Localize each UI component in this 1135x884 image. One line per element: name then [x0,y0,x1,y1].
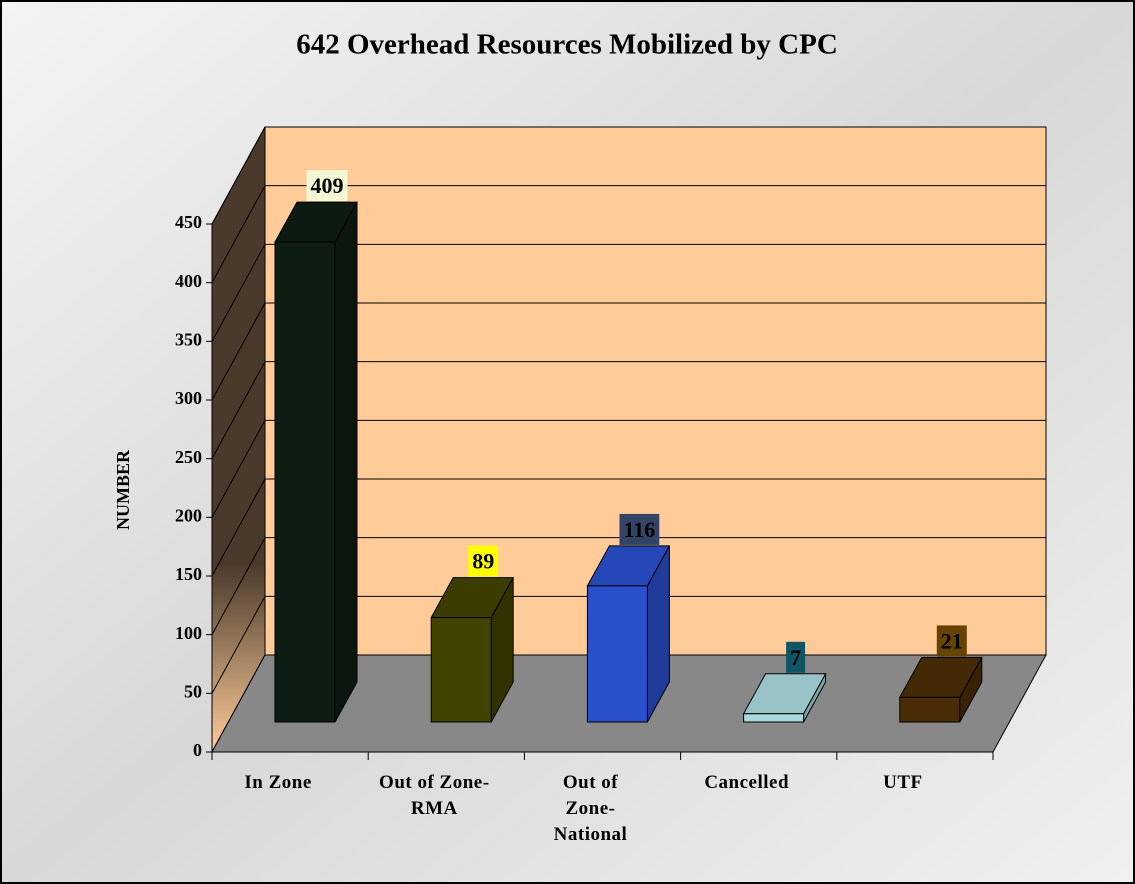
y-tick-label: 250 [175,447,202,467]
y-tick-label: 450 [175,212,202,232]
x-tick-label: Cancelled [704,772,790,793]
value-label-box [619,513,660,545]
bar [743,713,805,723]
grid-line [211,361,1046,459]
value-label: 21 [941,628,963,653]
y-tick-label: 400 [175,271,202,291]
value-label-box [786,641,806,673]
y-tick-label: 300 [175,388,202,408]
value-label: 116 [624,517,656,542]
value-label-box [306,170,348,202]
grid-line [211,537,1046,635]
grid-line [211,302,1046,401]
y-axis-label: NUMBER [113,449,133,530]
side-wall [211,126,266,753]
value-label: 89 [472,549,494,574]
y-tick-label: 0 [193,740,202,760]
y-tick-label: 150 [175,564,202,584]
grid-line [211,185,1046,283]
chart-title: 642 Overhead Resources Mobilized by CPC [296,29,838,61]
x-tick-label: In Zone [244,772,312,793]
y-tick-label: 100 [175,623,202,643]
x-tick-label: Out of Zone-National [553,772,628,845]
value-label: 7 [790,645,801,670]
grid-line [211,595,1046,694]
x-tick-label: Out of Zone-RMA [379,772,490,819]
y-tick-label: 350 [175,329,202,349]
grid-line [211,478,1046,577]
bar [899,696,961,723]
grid-line [211,243,1046,342]
value-label-box [936,625,967,657]
bar [430,617,492,723]
y-tick-label: 50 [184,681,202,701]
x-tick-label: UTF [883,772,923,793]
bar [586,585,648,723]
bar [274,241,336,723]
grid-line [211,419,1046,518]
grid-line [211,126,1046,225]
y-tick-label: 200 [175,505,202,525]
bar-side [334,201,358,723]
value-label: 409 [311,173,344,198]
value-label-box [468,545,499,577]
